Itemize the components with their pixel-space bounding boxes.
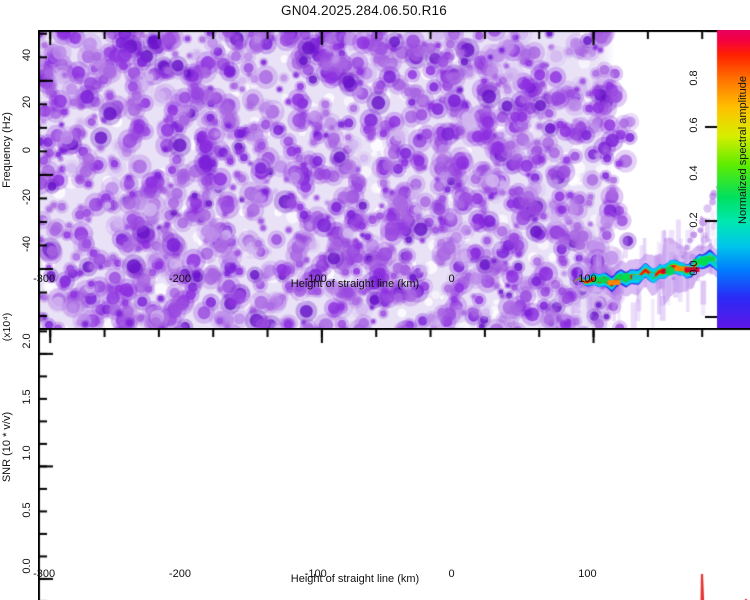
spectrogram-y-tick-label: -40 [21, 235, 33, 252]
spectrogram-x-tick-label: 100 [578, 273, 597, 285]
snr-x-axis-label: Height of straight line (km) [290, 573, 420, 585]
snr-plot-area [38, 328, 750, 600]
spectrogram-y-axis-label: Frequency (Hz) [1, 112, 13, 188]
spectrogram-x-tick-label: 0 [448, 273, 455, 285]
snr-y-tick-label: 1.0 [21, 445, 33, 462]
spectrogram-x-tick-label: -200 [168, 273, 191, 285]
spectrogram-y-tick-label: -20 [21, 188, 33, 205]
snr-x-tick-label: 100 [578, 568, 597, 580]
colorbar-tick-label: 0.8 [688, 69, 700, 86]
colorbar-tick-label: 0.0 [688, 260, 700, 276]
colorbar-label: Normalized spectral amplitude [737, 76, 749, 224]
spectrogram-x-tick-label: -100 [304, 273, 327, 285]
snr-x-tick-label: -200 [168, 568, 191, 580]
snr-y-axis-label: SNR (10 * v/v) [1, 411, 13, 483]
spectrogram-x-tick-label: -300 [33, 273, 56, 285]
figure-title: GN04.2025.284.06.50.R16 [281, 3, 447, 18]
spectrogram-y-tick-label: 40 [21, 49, 33, 62]
colorbar-tick-label: 0.2 [688, 212, 700, 229]
spectrogram-y-tick-label: 0 [21, 146, 33, 153]
snr-y-tick-label: 1.5 [21, 389, 33, 405]
snr-x-tick-label: 0 [448, 568, 455, 580]
snr-y-tick-label: 0.5 [21, 502, 33, 518]
snr-y-scale-note: (x10⁴) [1, 312, 13, 342]
snr-y-tick-label: 0.0 [21, 558, 33, 574]
snr-x-tick-label: -100 [304, 568, 327, 580]
spectrogram-x-axis-label: Height of straight line (km) [290, 278, 420, 290]
snr-x-tick-label: -300 [33, 568, 56, 580]
colorbar-tick-label: 0.4 [688, 165, 700, 181]
colorbar-tick-label: 0.6 [688, 117, 700, 133]
snr-y-tick-label: 2.0 [21, 333, 33, 349]
spectrogram-y-tick-label: 20 [21, 96, 33, 109]
